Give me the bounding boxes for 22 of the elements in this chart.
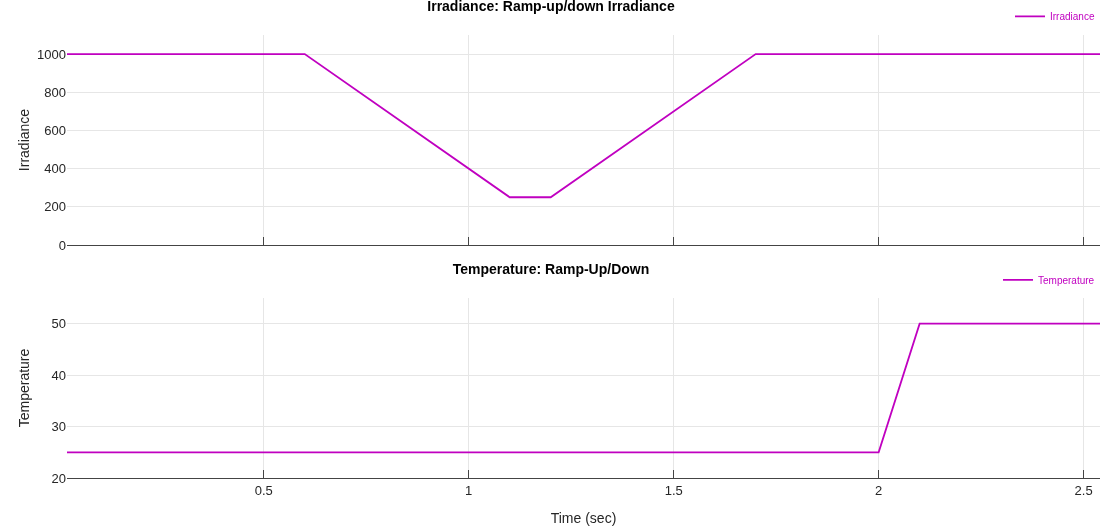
x-axis-title: Time (sec) (550, 510, 617, 526)
x-tick-label: 1 (465, 482, 473, 498)
x-tick-label: 2 (875, 482, 883, 498)
x-tick-label: 2.5 (1074, 482, 1093, 498)
y-tick-label: 30 (51, 419, 66, 435)
y-tick-label: 600 (44, 123, 66, 138)
y-tick-label: 50 (51, 316, 66, 332)
legend-label: Temperature (1038, 274, 1095, 286)
x-tick-label: 1.5 (664, 482, 683, 498)
y-tick-label: 400 (44, 161, 66, 177)
legend-label: Irradiance (1050, 11, 1095, 23)
y-tick-label: 200 (44, 199, 66, 215)
chart-title: Irradiance: Ramp-up/down Irradiance (427, 0, 675, 15)
x-tick-label: 0.5 (254, 482, 273, 498)
y-axis-title: Temperature (16, 348, 32, 428)
chart-title: Temperature: Ramp-Up/Down (452, 261, 650, 278)
y-tick-label: 20 (51, 470, 66, 486)
y-axis-title: Irradiance (16, 108, 32, 172)
y-tick-label: 40 (51, 367, 66, 383)
y-tick-label: 1000 (37, 46, 66, 62)
y-tick-label: 0 (58, 237, 66, 253)
y-tick-label: 800 (44, 84, 66, 100)
